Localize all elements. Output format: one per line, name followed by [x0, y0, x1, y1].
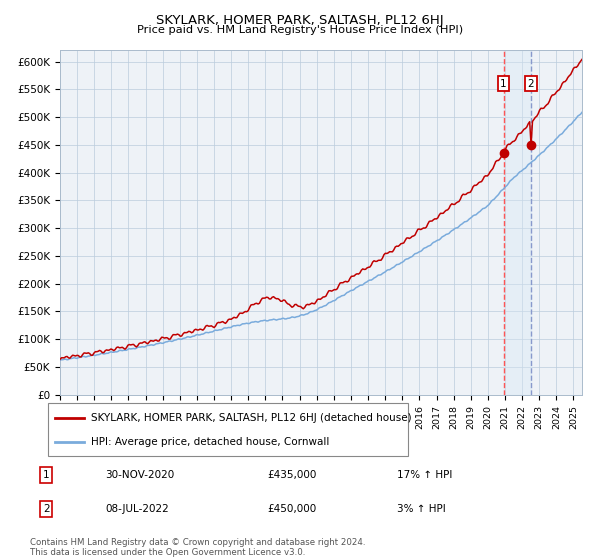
- Text: 1: 1: [500, 79, 507, 88]
- Text: Contains HM Land Registry data © Crown copyright and database right 2024.
This d: Contains HM Land Registry data © Crown c…: [30, 538, 365, 557]
- FancyBboxPatch shape: [48, 403, 408, 456]
- Text: 17% ↑ HPI: 17% ↑ HPI: [397, 470, 452, 480]
- Text: £435,000: £435,000: [268, 470, 317, 480]
- Text: 1: 1: [43, 470, 50, 480]
- Text: Price paid vs. HM Land Registry's House Price Index (HPI): Price paid vs. HM Land Registry's House …: [137, 25, 463, 35]
- Text: 3% ↑ HPI: 3% ↑ HPI: [397, 503, 446, 514]
- Text: SKYLARK, HOMER PARK, SALTASH, PL12 6HJ: SKYLARK, HOMER PARK, SALTASH, PL12 6HJ: [156, 14, 444, 27]
- Text: 2: 2: [43, 503, 50, 514]
- Text: £450,000: £450,000: [268, 503, 317, 514]
- Text: HPI: Average price, detached house, Cornwall: HPI: Average price, detached house, Corn…: [91, 436, 329, 446]
- Text: 08-JUL-2022: 08-JUL-2022: [106, 503, 169, 514]
- Bar: [503, 50, 531, 395]
- Text: 30-NOV-2020: 30-NOV-2020: [106, 470, 175, 480]
- Text: SKYLARK, HOMER PARK, SALTASH, PL12 6HJ (detached house): SKYLARK, HOMER PARK, SALTASH, PL12 6HJ (…: [91, 413, 412, 423]
- Text: 2: 2: [527, 79, 535, 88]
